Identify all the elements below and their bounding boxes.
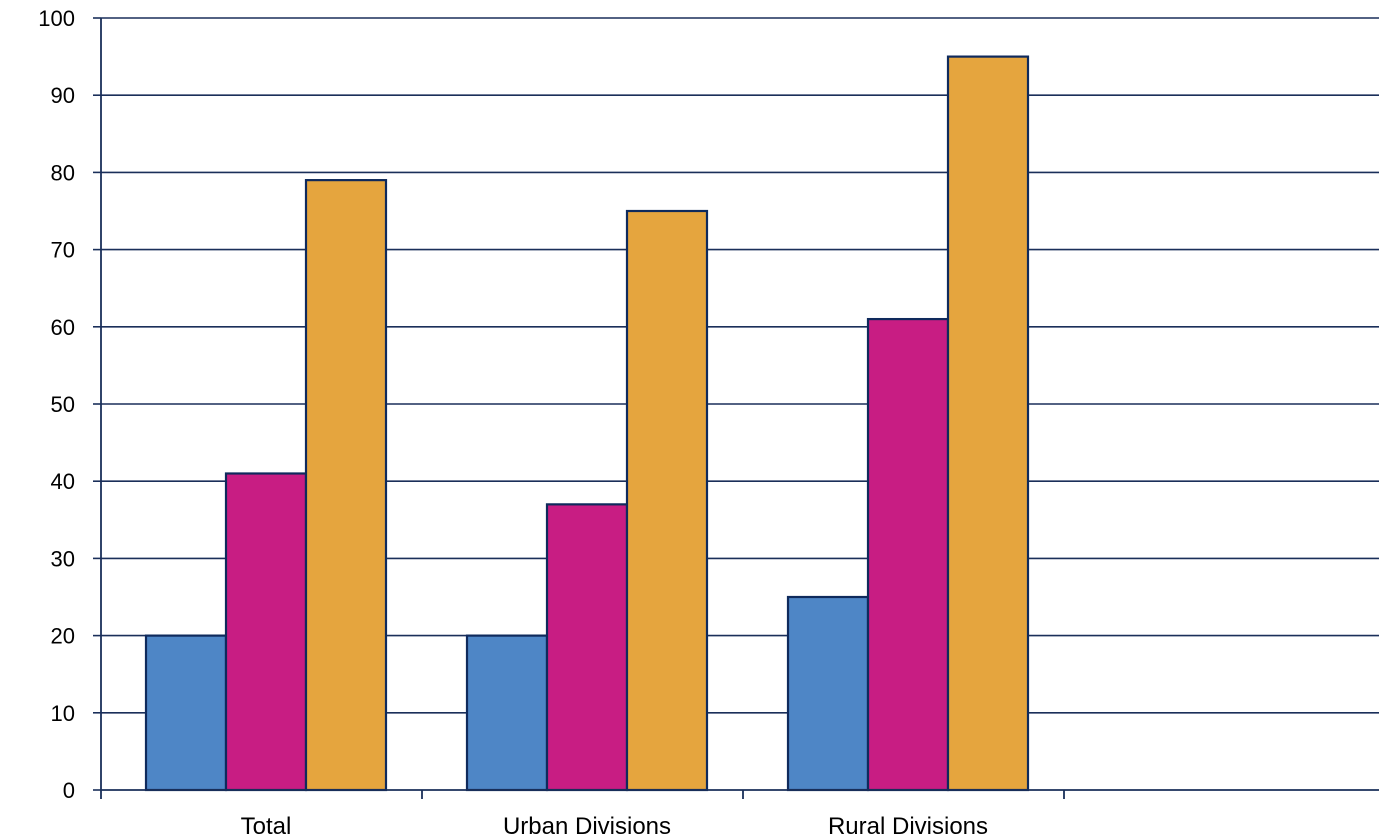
- y-tick-label: 20: [51, 624, 75, 649]
- y-tick-label: 70: [51, 238, 75, 263]
- x-axis-category-labels: Total Urban Divisions Rural Divisions: [241, 813, 988, 839]
- x-category-label: Total: [241, 813, 292, 839]
- y-tick-label: 90: [51, 83, 75, 108]
- axes: [93, 17, 1379, 799]
- y-tick-label: 10: [51, 701, 75, 726]
- bar: [625, 209, 709, 792]
- y-axis-tick-labels: 0 10 20 30 40 50 60 70 80 90 100: [38, 6, 75, 803]
- bar: [545, 503, 629, 792]
- bar: [224, 472, 308, 792]
- y-tick-label: 60: [51, 315, 75, 340]
- y-tick-label: 0: [63, 778, 75, 803]
- bar: [144, 634, 228, 792]
- y-tick-label: 30: [51, 546, 75, 571]
- y-tick-label: 40: [51, 469, 75, 494]
- y-tick-label: 50: [51, 392, 75, 417]
- bar: [465, 634, 549, 792]
- x-category-label: Urban Divisions: [503, 813, 671, 839]
- bars: [144, 55, 1030, 792]
- y-tick-label: 100: [38, 6, 75, 31]
- bar: [786, 595, 870, 792]
- bar: [946, 55, 1030, 792]
- x-category-label: Rural Divisions: [828, 813, 988, 839]
- bar: [304, 179, 388, 792]
- y-tick-label: 80: [51, 160, 75, 185]
- bar: [866, 317, 950, 792]
